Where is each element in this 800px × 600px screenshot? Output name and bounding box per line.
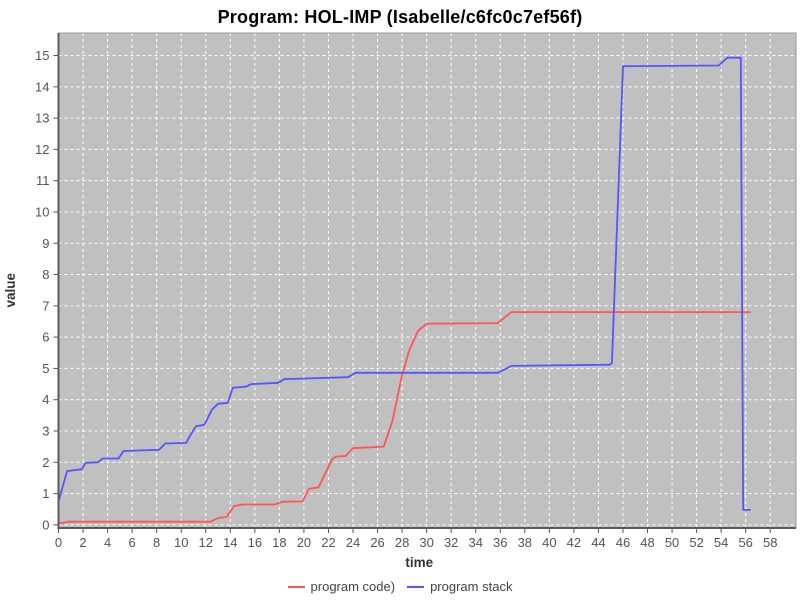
y-tick-label: 15 (35, 48, 49, 63)
x-tick-label: 38 (518, 535, 532, 550)
y-tick-label: 2 (42, 455, 49, 470)
x-tick-label: 40 (542, 535, 556, 550)
x-tick-label: 8 (153, 535, 160, 550)
x-tick-label: 50 (665, 535, 679, 550)
legend-label: program stack (430, 579, 513, 594)
x-tick-label: 24 (346, 535, 360, 550)
x-tick-label: 30 (419, 535, 433, 550)
y-tick-label: 12 (35, 142, 49, 157)
x-tick-label: 54 (714, 535, 728, 550)
y-tick-label: 5 (42, 361, 49, 376)
y-tick-label: 9 (42, 236, 49, 251)
series-line-program-code (58, 311, 751, 525)
chart-title: Program: HOL-IMP (Isabelle/c6fc0c7ef56f) (217, 7, 583, 27)
x-axis-label: time (405, 555, 433, 570)
legend: program code) program stack (0, 579, 800, 594)
y-axis-label: value (3, 272, 18, 307)
y-tick-label: 3 (42, 424, 49, 439)
legend-swatch-icon (287, 585, 305, 588)
legend-label: program code) (310, 579, 396, 594)
x-tick-label: 52 (689, 535, 703, 550)
x-tick-label: 26 (370, 535, 384, 550)
x-tick-label: 42 (567, 535, 581, 550)
y-tick-label: 4 (42, 392, 49, 407)
x-tick-label: 6 (129, 535, 136, 550)
y-tick-label: 14 (35, 79, 49, 94)
y-tick-label: 6 (42, 330, 49, 345)
x-tick-label: 46 (616, 535, 630, 550)
y-tick-label: 11 (36, 173, 50, 188)
x-tick-label: 36 (493, 535, 507, 550)
x-tick-label: 12 (199, 535, 213, 550)
y-tick-label: 8 (42, 267, 49, 282)
x-tick-label: 56 (738, 535, 752, 550)
x-tick-label: 20 (297, 535, 311, 550)
x-tick-label: 44 (591, 535, 605, 550)
x-tick-label: 22 (321, 535, 335, 550)
x-tick-label: 16 (248, 535, 262, 550)
legend-swatch-icon (407, 585, 425, 588)
x-tick-label: 0 (55, 535, 62, 550)
x-tick-label: 18 (272, 535, 286, 550)
x-tick-label: 2 (79, 535, 86, 550)
x-tick-label: 34 (468, 535, 482, 550)
y-tick-label: 10 (35, 204, 49, 219)
plot-background (58, 33, 796, 528)
x-tick-label: 14 (223, 535, 237, 550)
legend-item: program code) (287, 579, 396, 594)
x-tick-label: 4 (104, 535, 111, 550)
series-line-program-stack (57, 56, 751, 511)
y-tick-label: 7 (42, 298, 49, 313)
x-tick-label: 28 (395, 535, 409, 550)
x-tick-label: 48 (640, 535, 654, 550)
y-tick-label: 1 (42, 486, 49, 501)
x-tick-label: 58 (763, 535, 777, 550)
y-tick-label: 0 (42, 517, 49, 532)
x-tick-label: 10 (174, 535, 188, 550)
y-tick-label: 13 (35, 111, 49, 126)
x-tick-label: 32 (444, 535, 458, 550)
legend-item: program stack (407, 579, 512, 594)
